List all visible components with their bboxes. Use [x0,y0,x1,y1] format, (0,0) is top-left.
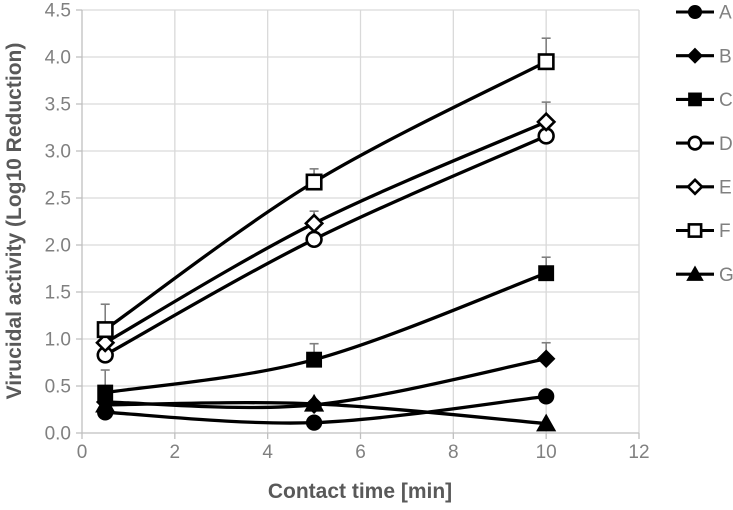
legend-item-C: C [676,90,733,111]
series-lines [104,60,547,426]
y-tick-label: 4.0 [45,48,71,69]
series-markers [95,53,557,432]
y-tick-label: 4.5 [45,1,71,22]
x-tick-label: 4 [262,442,273,463]
x-tick-label: 6 [355,442,366,463]
legend-label-A: A [719,3,732,24]
y-tick-label: 0.5 [45,377,71,398]
legend-label-D: D [719,134,733,155]
legend-marker-B [686,47,704,64]
gridlines [82,9,640,433]
legend-marker-G [686,265,704,281]
legend: A B C D E F G [676,3,733,286]
marker-E-2 [536,111,557,132]
series-line-F [104,60,547,331]
marker-A-1 [305,414,323,431]
legend-item-F: F [676,221,731,242]
marker-F-2 [537,53,555,71]
legend-label-C: C [719,90,733,111]
error-bars [100,37,551,393]
series-line-A [105,394,547,425]
marker-D-1 [305,230,323,249]
marker-E-1 [304,213,325,234]
y-tick-label: 2.5 [45,189,71,210]
x-tick-label: 8 [448,442,459,463]
marker-G-2 [536,413,557,432]
legend-marker-F [687,223,703,238]
marker-F-0 [96,321,114,339]
x-tick-label: 2 [170,442,181,463]
marker-B-2 [536,349,556,369]
legend-item-A: A [676,3,732,24]
marker-C-1 [306,351,323,368]
legend-marker-A [687,4,703,20]
marker-F-1 [305,173,323,191]
tick-labels: 0.0 0.5 1.0 1.5 2.0 2.5 3.0 3.5 4.0 4.5 0 2 4 6 8 10 12 [45,1,650,463]
legend-item-G: G [676,265,733,286]
marker-G-1 [303,393,325,412]
marker-G-0 [95,394,116,413]
legend-item-B: B [676,46,732,67]
marker-A-2 [538,388,555,405]
x-tick-label: 10 [536,442,557,463]
axes [76,9,640,439]
marker-C-2 [538,265,555,282]
legend-marker-D [687,135,703,151]
y-tick-label: 1.0 [45,330,71,351]
y-axis-title: Virucidal activity (Log10 Reduction) [3,42,26,400]
y-tick-label: 0.0 [45,424,71,445]
legend-label-E: E [719,177,732,198]
marker-E-0 [95,332,116,353]
x-tick-label: 0 [77,442,88,463]
legend-marker-E [686,177,704,196]
legend-label-F: F [719,221,731,242]
legend-item-E: E [676,177,732,198]
legend-item-D: D [676,134,733,155]
legend-label-B: B [719,46,732,67]
legend-label-G: G [719,265,733,286]
y-tick-label: 3.0 [45,142,71,163]
x-axis-title: Contact time [min] [267,480,453,503]
x-tick-label: 12 [628,442,649,463]
y-tick-label: 1.5 [45,283,71,304]
legend-marker-C [688,92,702,107]
y-tick-label: 2.0 [45,236,71,257]
y-tick-label: 3.5 [45,95,71,116]
